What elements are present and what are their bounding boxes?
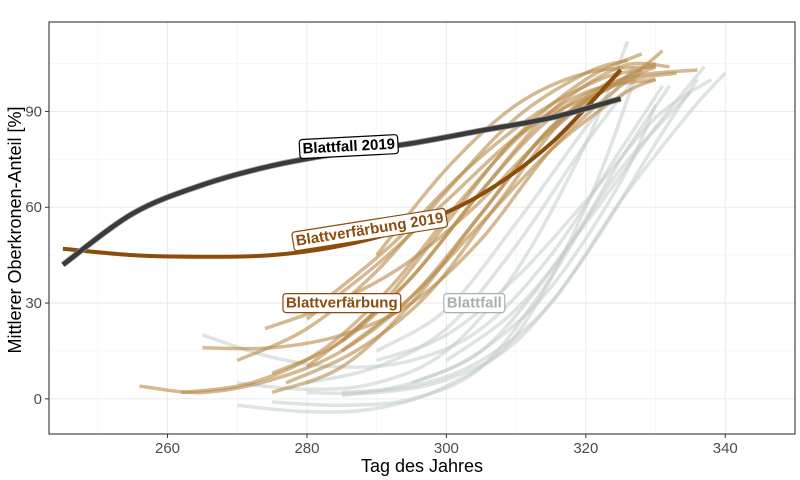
x-tick-label: 260 bbox=[155, 440, 180, 457]
series-line-blattverfaerbung bbox=[202, 65, 657, 351]
y-tick-label: 60 bbox=[25, 199, 42, 216]
series-line-blattfall bbox=[376, 78, 713, 363]
x-tick-label: 340 bbox=[713, 440, 738, 457]
annotation-label: Blattfall 2019 bbox=[298, 134, 399, 160]
series-line-blattfall bbox=[201, 84, 664, 369]
annotation-label: Blattverfärbung bbox=[282, 293, 402, 314]
x-axis-title: Tag des Jahres bbox=[361, 456, 483, 476]
series-line-blattfall bbox=[306, 68, 643, 385]
series-line-blattverfaerbung bbox=[375, 64, 656, 257]
y-axis-title: Mittlerer Oberkronen-Anteil [%] bbox=[5, 106, 25, 353]
y-tick-label: 30 bbox=[25, 295, 42, 312]
annotation-box bbox=[282, 293, 402, 314]
series-line-blattverfaerbung bbox=[340, 77, 657, 353]
x-tick-label: 280 bbox=[294, 440, 319, 457]
series-line-blattverfaerbung-2019 bbox=[62, 68, 623, 259]
x-tick-label: 320 bbox=[573, 440, 598, 457]
annotation-box bbox=[443, 293, 506, 314]
annotation-box bbox=[291, 207, 448, 252]
y-tick-label: 0 bbox=[34, 391, 42, 408]
series-line-blattfall bbox=[341, 71, 727, 395]
series-line-blattverfaerbung bbox=[319, 68, 642, 305]
series-line-blattfall bbox=[306, 78, 699, 396]
annotation-text: Blattfall 2019 bbox=[302, 136, 395, 158]
series-line-blattfall bbox=[445, 65, 706, 362]
annotations: Blattfall 2019 Blattverfärbung 2019 Blattv… bbox=[282, 134, 506, 314]
annotation-text: Blattverfärbung bbox=[286, 295, 398, 312]
series-line-blattverfaerbung bbox=[285, 49, 664, 385]
axes: 260 280 300 320 340 0 30 60 90 bbox=[25, 21, 796, 457]
annotation-text: Blattfall bbox=[447, 295, 502, 312]
y-tick-label: 90 bbox=[25, 103, 42, 120]
x-tick-label: 300 bbox=[434, 440, 459, 457]
series-line-blattfall bbox=[341, 104, 658, 398]
plot-panel-border bbox=[48, 21, 796, 435]
annotation-box bbox=[298, 134, 399, 160]
annotation-text: Blattverfärbung 2019 bbox=[295, 210, 445, 250]
series-line-blattverfaerbung bbox=[305, 77, 656, 321]
annotation-label: Blattfall bbox=[443, 293, 506, 314]
